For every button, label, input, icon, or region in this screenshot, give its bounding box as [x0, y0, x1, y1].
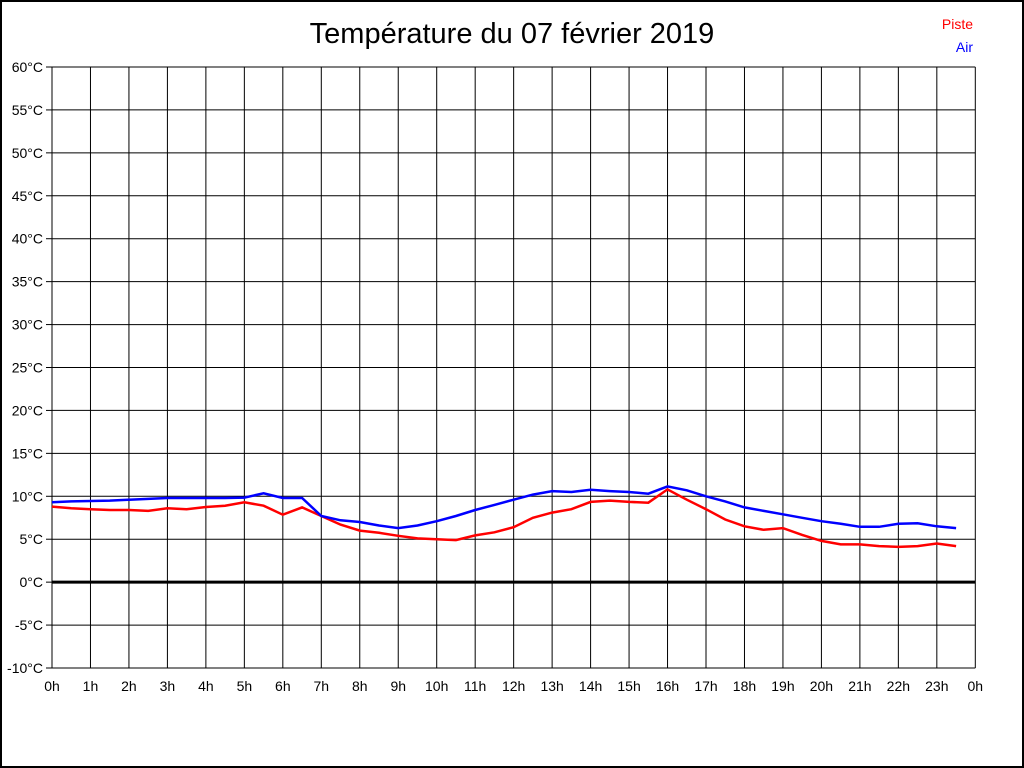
y-tick-label: 20°C: [12, 402, 43, 418]
series-line-piste: [51, 487, 957, 549]
y-tick-label: 60°C: [12, 59, 43, 75]
x-tick-label: 18h: [733, 678, 756, 694]
x-tick-label: 14h: [579, 678, 602, 694]
y-tick-label: 35°C: [12, 274, 43, 290]
x-tick-label: 22h: [887, 678, 910, 694]
y-tick-label: 10°C: [12, 488, 43, 504]
x-tick-label: 5h: [237, 678, 253, 694]
x-tick-label: 19h: [771, 678, 794, 694]
x-tick-label: 16h: [656, 678, 679, 694]
y-tick-label: 25°C: [12, 360, 43, 376]
x-tick-label: 0h: [44, 678, 60, 694]
x-tick-label: 6h: [275, 678, 291, 694]
chart-title: Température du 07 février 2019: [309, 18, 715, 50]
y-tick-label: 5°C: [20, 531, 44, 547]
y-tick-label: 40°C: [12, 231, 43, 247]
x-tick-label: 3h: [160, 678, 176, 694]
x-tick-label: 20h: [810, 678, 833, 694]
x-tick-label: 2h: [121, 678, 137, 694]
legend-item-air: Air: [955, 39, 973, 55]
y-tick-label: 30°C: [12, 317, 43, 333]
x-tick-label: 1h: [83, 678, 99, 694]
x-tick-label: 8h: [352, 678, 368, 694]
x-tick-label: 4h: [198, 678, 214, 694]
chart-legend: Piste Air: [942, 13, 973, 59]
x-tick-label: 11h: [464, 678, 486, 694]
series-line-air: [51, 485, 957, 530]
x-tick-label: 21h: [848, 678, 871, 694]
x-tick-label: 9h: [390, 678, 406, 694]
x-tick-label: 17h: [694, 678, 717, 694]
y-tick-label: 15°C: [12, 445, 43, 461]
y-tick-label: 45°C: [12, 188, 43, 204]
x-tick-label: 23h: [925, 678, 948, 694]
y-tick-label: 0°C: [20, 574, 44, 590]
legend-item-piste: Piste: [941, 16, 973, 32]
x-tick-label: 7h: [314, 678, 330, 694]
x-tick-label: 10h: [425, 678, 448, 694]
x-tick-label: 13h: [540, 678, 563, 694]
x-tick-label: 12h: [502, 678, 525, 694]
x-tick-label: 0h: [968, 678, 984, 694]
y-tick-label: -5°C: [15, 617, 43, 633]
y-tick-label: -10°C: [7, 660, 43, 676]
y-tick-label: 55°C: [12, 102, 43, 118]
x-tick-label: 15h: [617, 678, 640, 694]
y-tick-label: 50°C: [12, 145, 43, 161]
